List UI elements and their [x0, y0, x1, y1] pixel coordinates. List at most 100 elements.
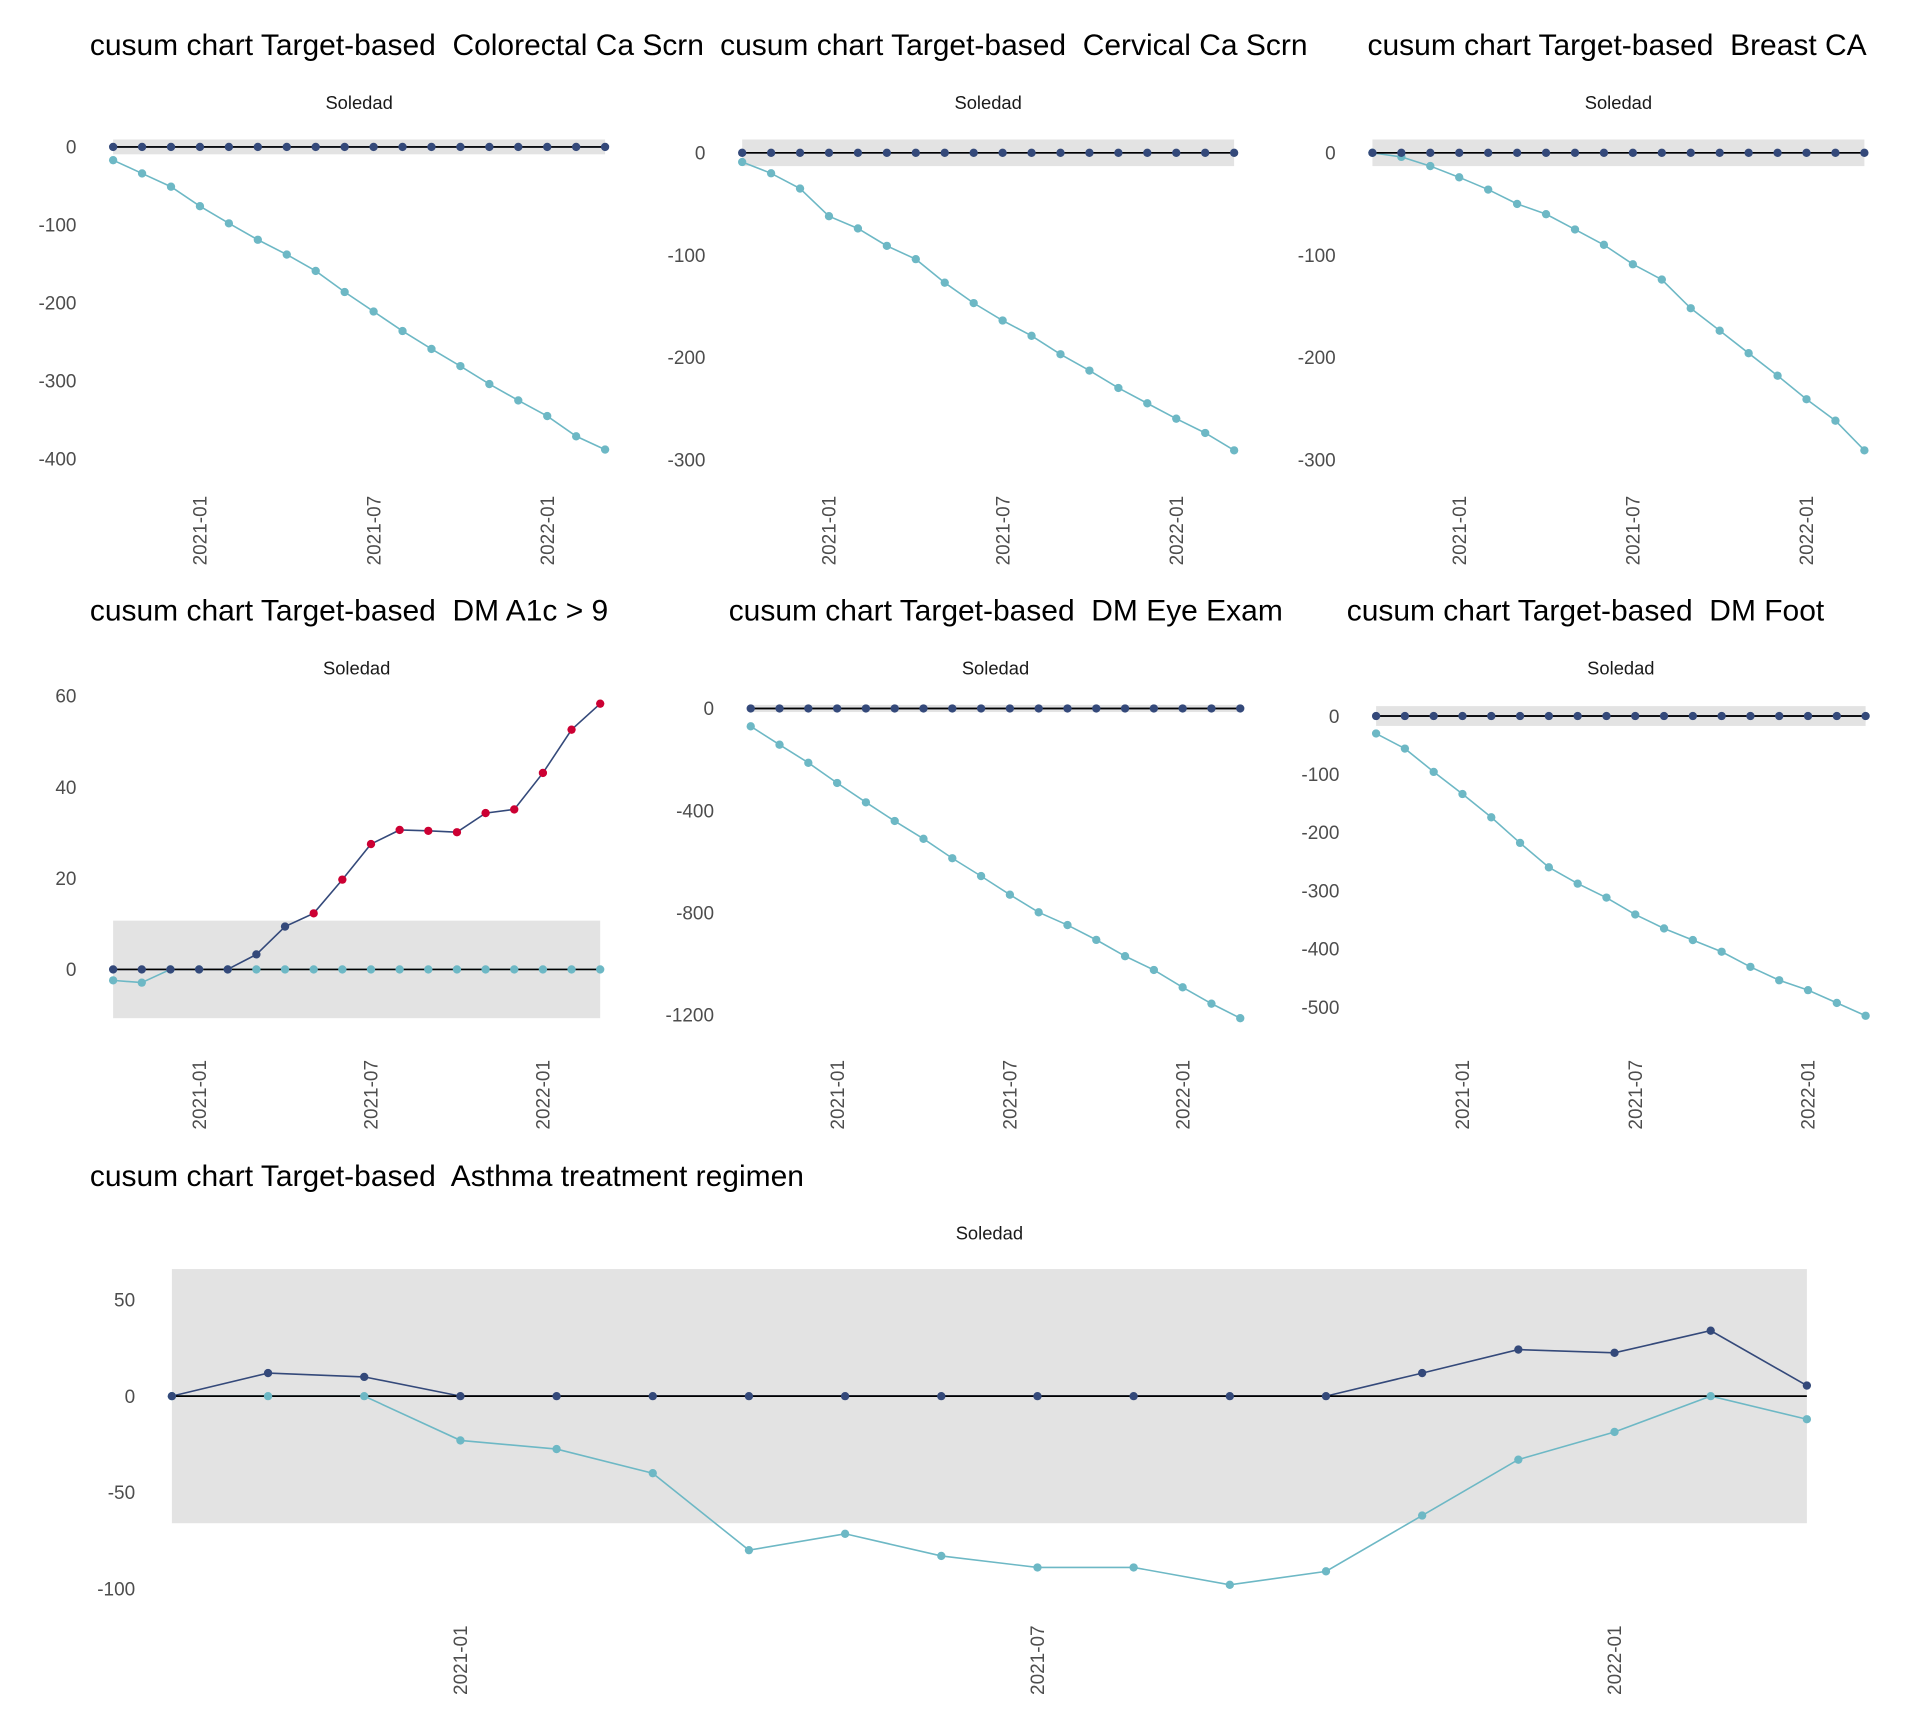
lower-cusum-point	[252, 965, 261, 974]
lower-cusum-point	[795, 184, 805, 193]
upper-cusum-point	[1114, 148, 1123, 157]
lower-cusum-point	[775, 740, 784, 749]
upper-cusum-point	[911, 148, 920, 157]
lower-cusum-point	[137, 978, 146, 987]
lower-cusum-point	[514, 396, 523, 405]
lower-cusum-point	[1129, 1563, 1138, 1572]
lower-cusum-point	[1803, 985, 1813, 995]
y-tick-label: -300	[1298, 450, 1336, 471]
lower-cusum-point	[1717, 947, 1726, 956]
lower-cusum-point	[1092, 935, 1101, 945]
lower-cusum-point	[456, 1436, 465, 1445]
upper-cusum-point	[775, 704, 784, 713]
lower-cusum-point	[456, 361, 465, 371]
lower-cusum-point	[1400, 744, 1410, 753]
chart-title: cusum chart Target-based Cervical Ca Scr…	[720, 29, 1307, 62]
upper-cusum-point	[456, 142, 465, 152]
upper-cusum-point	[1418, 1368, 1427, 1378]
lower-cusum-point	[861, 798, 871, 807]
lower-cusum-point	[1706, 1391, 1715, 1401]
lower-cusum-line	[741, 161, 1235, 452]
y-tick-label: -300	[668, 450, 706, 471]
y-tick-label: -200	[1301, 823, 1339, 844]
x-tick-label: 2021-01	[191, 496, 212, 566]
lower-cusum-point	[1860, 446, 1869, 455]
upper-cusum-point	[1515, 711, 1525, 721]
upper-cusum-point	[766, 148, 776, 157]
upper-cusum-point	[481, 808, 490, 818]
upper-cusum-point	[1717, 711, 1726, 721]
lower-cusum-point	[1455, 173, 1464, 182]
lower-cusum-point	[1802, 1415, 1812, 1424]
lower-cusum-point	[911, 254, 920, 264]
upper-cusum-point	[223, 965, 232, 974]
upper-cusum-point	[1426, 148, 1435, 157]
lower-cusum-point	[108, 156, 118, 165]
lower-cusum-point	[1688, 935, 1697, 945]
x-tick-label: 2021-07	[364, 496, 385, 566]
lower-cusum-point	[600, 445, 610, 454]
upper-cusum-point	[890, 704, 899, 713]
chart-title: cusum chart Target-based DM Foot	[1347, 594, 1825, 627]
upper-cusum-point	[738, 148, 747, 157]
facet-strip-label: Soledad	[956, 1223, 1023, 1244]
lower-cusum-point	[1033, 1563, 1042, 1572]
upper-cusum-point	[1602, 711, 1611, 721]
upper-cusum-point	[1149, 704, 1159, 713]
x-tick-label: 2021-01	[820, 496, 841, 566]
upper-cusum-point	[1005, 704, 1015, 713]
lower-cusum-point	[1515, 838, 1525, 848]
lower-cusum-point	[976, 871, 986, 881]
upper-cusum-point	[969, 148, 978, 157]
upper-cusum-point	[340, 142, 349, 152]
lower-cusum-point	[1773, 371, 1782, 380]
upper-cusum-point	[853, 148, 863, 157]
lower-cusum-point	[424, 965, 433, 974]
x-tick-label: 2021-01	[828, 1060, 849, 1130]
upper-cusum-point	[1573, 711, 1582, 721]
upper-cusum-point	[1659, 711, 1669, 721]
chart-title: cusum chart Target-based Colorectal Ca S…	[90, 29, 704, 62]
upper-cusum-point	[1610, 1348, 1619, 1357]
upper-cusum-point	[538, 768, 548, 778]
lower-cusum-point	[940, 278, 949, 287]
lower-cusum-point	[937, 1551, 946, 1561]
lower-cusum-point	[1628, 260, 1638, 269]
lower-cusum-point	[1207, 999, 1216, 1008]
upper-cusum-point	[366, 839, 376, 849]
upper-cusum-point	[452, 828, 462, 837]
lower-cusum-line	[171, 1395, 1808, 1586]
lower-cusum-point	[280, 965, 290, 974]
lower-cusum-point	[398, 326, 407, 336]
lower-cusum-point	[1831, 416, 1840, 425]
lower-cusum-point	[1236, 1014, 1245, 1023]
lower-cusum-point	[1484, 185, 1493, 194]
upper-cusum-point	[832, 704, 842, 713]
lower-cusum-point	[195, 202, 205, 211]
upper-cusum-point	[1120, 704, 1130, 713]
upper-cusum-point	[252, 950, 261, 959]
upper-cusum-point	[137, 142, 147, 152]
lower-cusum-point	[1610, 1427, 1619, 1437]
y-tick-label: -400	[38, 450, 76, 471]
lower-cusum-point	[1034, 908, 1043, 917]
lower-cusum-point	[1426, 161, 1435, 171]
lower-cusum-point	[567, 965, 576, 974]
lower-cusum-point	[1570, 225, 1580, 234]
upper-cusum-point	[552, 1391, 561, 1401]
chart-panel-3: cusum chart Target-based Breast CA Soleda…	[1298, 29, 1869, 565]
upper-cusum-point	[795, 148, 805, 157]
upper-cusum-point	[311, 142, 320, 152]
lower-cusum-point	[481, 965, 490, 974]
facet-strip-label: Soledad	[1587, 657, 1654, 678]
lower-cusum-point	[224, 219, 234, 228]
upper-cusum-point	[282, 142, 291, 152]
y-tick-label: -400	[676, 801, 714, 822]
x-tick-label: 2021-01	[1450, 496, 1471, 566]
upper-cusum-point	[1484, 148, 1493, 157]
x-tick-label: 2022-01	[534, 1060, 555, 1130]
upper-cusum-point	[1706, 1326, 1715, 1335]
chart-title: cusum chart Target-based Asthma treatmen…	[90, 1160, 804, 1193]
chart-title: cusum chart Target-based Breast CA	[1368, 29, 1867, 62]
x-tick-label: 2021-01	[190, 1060, 211, 1130]
